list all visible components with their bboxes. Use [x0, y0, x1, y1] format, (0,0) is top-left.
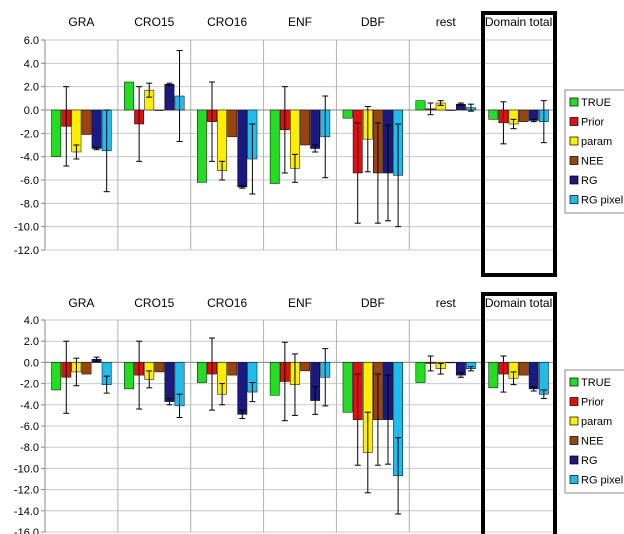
category-label: rest — [436, 15, 457, 29]
y-tick-label: 4.0 — [24, 58, 39, 70]
highlight-box — [481, 11, 557, 277]
legend-swatch — [569, 117, 579, 126]
y-tick-label: -14.0 — [14, 506, 39, 518]
category-label: CRO15 — [134, 296, 174, 310]
legend-swatch — [569, 475, 579, 484]
y-tick-label: 0.0 — [24, 105, 39, 117]
bar — [488, 362, 499, 389]
bar — [196, 109, 207, 183]
bar — [342, 362, 353, 413]
y-tick-label: -10.0 — [14, 222, 39, 234]
legend-box — [564, 89, 624, 214]
bar — [81, 109, 92, 135]
legend-swatch — [569, 136, 579, 146]
legend-swatch — [569, 455, 579, 465]
category-label: rest — [436, 296, 457, 310]
legend-label: TRUE — [581, 377, 611, 389]
bar — [164, 362, 175, 402]
bar — [91, 109, 102, 149]
category-label: ENF — [288, 296, 312, 310]
legend-label: param — [581, 416, 612, 428]
bar — [300, 109, 310, 146]
legend-swatch — [569, 397, 579, 406]
bar — [415, 100, 426, 111]
bar — [227, 362, 238, 376]
y-tick-label: 2.0 — [24, 82, 39, 94]
bar — [269, 109, 280, 184]
y-tick-label: 2.0 — [24, 336, 39, 348]
category-label: DBF — [361, 296, 385, 310]
bar — [518, 109, 529, 122]
legend-label: RG — [581, 455, 598, 467]
y-tick-label: -8.0 — [20, 442, 39, 454]
bar — [196, 362, 207, 383]
bar — [124, 81, 134, 111]
y-tick-label: 6.0 — [24, 35, 39, 47]
y-tick-label: -16.0 — [14, 527, 39, 534]
y-tick-label: -4.0 — [20, 400, 39, 412]
y-tick-label: -4.0 — [20, 152, 39, 164]
category-label: CRO16 — [207, 15, 247, 29]
highlight-box — [481, 292, 557, 534]
category-label: ENF — [288, 15, 312, 29]
bar — [237, 109, 248, 188]
y-tick-label: -12.0 — [14, 245, 39, 257]
bar — [154, 109, 165, 111]
bar — [51, 109, 62, 157]
legend-label: NEE — [581, 156, 604, 168]
bar — [124, 362, 134, 390]
legend-box — [564, 369, 624, 494]
bar — [51, 362, 62, 391]
y-tick-label: -6.0 — [20, 421, 39, 433]
legend-label: RG pixel — [581, 475, 623, 487]
category-label: CRO16 — [207, 296, 247, 310]
category-label: GRA — [68, 296, 94, 310]
bar — [518, 362, 529, 376]
bar — [227, 109, 238, 138]
legend-swatch — [569, 416, 579, 426]
category-label: GRA — [68, 15, 94, 29]
legend-label: NEE — [581, 436, 604, 448]
legend-label: Prior — [581, 117, 605, 129]
legend-swatch — [569, 97, 579, 107]
bar — [164, 84, 175, 111]
y-tick-label: -12.0 — [14, 485, 39, 497]
bar — [237, 362, 248, 415]
y-tick-label: 4.0 — [24, 315, 39, 327]
y-tick-label: 0.0 — [24, 357, 39, 369]
legend-label: RG pixel — [581, 195, 623, 207]
bar — [310, 109, 321, 149]
legend-label: TRUE — [581, 97, 611, 109]
y-tick-label: -2.0 — [20, 379, 39, 391]
bar — [488, 109, 499, 120]
legend-label: Prior — [581, 397, 605, 409]
y-tick-label: -8.0 — [20, 198, 39, 210]
bar — [342, 109, 353, 119]
category-label: Domain total — [485, 296, 552, 310]
bar — [154, 362, 165, 373]
legend-swatch — [569, 156, 579, 165]
category-label: DBF — [361, 15, 385, 29]
bar — [415, 362, 426, 383]
bar — [445, 109, 456, 111]
legend-swatch — [569, 195, 579, 204]
legend-label: param — [581, 136, 612, 148]
bar — [81, 362, 92, 375]
y-tick-label: -10.0 — [14, 463, 39, 475]
category-label: Domain total — [485, 15, 552, 29]
legend-swatch — [569, 377, 579, 387]
legend-label: RG — [581, 175, 598, 187]
legend-swatch — [569, 436, 579, 445]
bar — [300, 362, 310, 372]
bar — [445, 362, 456, 364]
bar — [269, 362, 280, 396]
y-tick-label: -6.0 — [20, 175, 39, 187]
bar — [528, 362, 539, 390]
category-label: CRO15 — [134, 15, 174, 29]
bar — [538, 362, 549, 395]
legend-swatch — [569, 175, 579, 185]
y-tick-label: -2.0 — [20, 128, 39, 140]
